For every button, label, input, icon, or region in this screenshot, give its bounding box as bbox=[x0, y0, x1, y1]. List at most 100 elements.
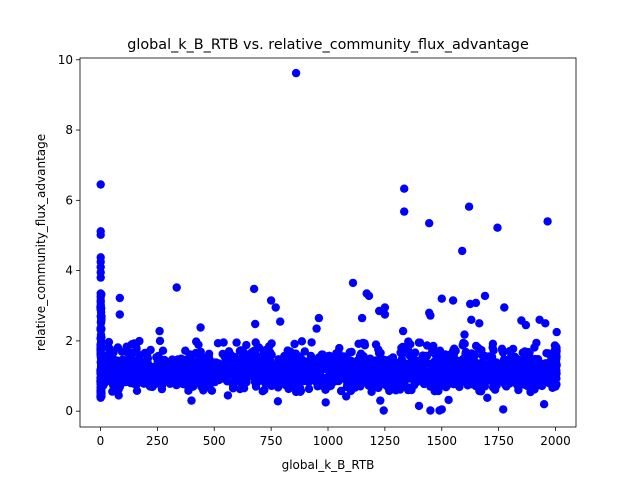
data-point bbox=[455, 382, 464, 392]
data-point bbox=[118, 378, 127, 387]
data-point bbox=[350, 378, 359, 388]
data-point bbox=[404, 337, 413, 346]
data-point bbox=[474, 379, 483, 389]
data-point bbox=[458, 246, 467, 256]
data-point bbox=[108, 387, 117, 396]
data-point bbox=[316, 355, 325, 364]
data-point bbox=[419, 351, 428, 361]
x-axis-label: global_k_B_RTB bbox=[282, 458, 375, 472]
data-point bbox=[276, 317, 285, 326]
data-point bbox=[251, 382, 261, 391]
data-point bbox=[290, 339, 299, 349]
data-point bbox=[508, 344, 518, 354]
data-point bbox=[271, 303, 280, 312]
data-point bbox=[361, 371, 370, 380]
data-point bbox=[177, 364, 186, 373]
data-point bbox=[224, 357, 234, 366]
y-tick-label: 8 bbox=[65, 123, 73, 137]
x-axis-ticks: 0 250 500 750 1000 1250 1500 1750 2000 bbox=[97, 427, 571, 448]
x-tick-label: 1000 bbox=[313, 434, 344, 448]
data-point bbox=[435, 346, 445, 355]
data-point bbox=[551, 352, 560, 361]
data-point bbox=[279, 379, 288, 388]
data-point bbox=[404, 365, 413, 374]
data-point bbox=[135, 354, 144, 363]
data-point bbox=[285, 368, 294, 377]
y-tick-label: 2 bbox=[65, 334, 73, 348]
x-tick-label: 1250 bbox=[370, 434, 401, 448]
data-point bbox=[160, 362, 169, 371]
data-point bbox=[314, 313, 324, 323]
data-point bbox=[122, 342, 131, 351]
data-point bbox=[520, 347, 530, 356]
data-point bbox=[96, 364, 106, 373]
data-point bbox=[530, 343, 539, 352]
data-point bbox=[386, 381, 396, 390]
data-point bbox=[406, 384, 416, 394]
data-point bbox=[155, 326, 164, 336]
data-point bbox=[109, 363, 119, 373]
data-point bbox=[258, 368, 267, 377]
data-point bbox=[460, 330, 469, 339]
data-point bbox=[485, 376, 494, 385]
data-point bbox=[394, 368, 404, 377]
data-point bbox=[312, 324, 321, 333]
data-point bbox=[146, 381, 155, 390]
data-point bbox=[457, 372, 466, 382]
data-point bbox=[444, 395, 453, 405]
data-point bbox=[368, 373, 377, 382]
data-point bbox=[425, 219, 434, 228]
data-point bbox=[400, 184, 409, 193]
data-point bbox=[264, 351, 273, 360]
data-point bbox=[437, 294, 446, 303]
data-point bbox=[96, 305, 105, 314]
data-point bbox=[331, 365, 341, 375]
data-point bbox=[96, 312, 105, 321]
data-point bbox=[172, 283, 181, 292]
data-point bbox=[268, 376, 277, 386]
data-point bbox=[181, 346, 190, 355]
data-point bbox=[348, 278, 358, 288]
data-point bbox=[196, 323, 205, 332]
data-point bbox=[115, 293, 125, 303]
chart-title: global_k_B_RTB vs. relative_community_fl… bbox=[127, 37, 529, 53]
x-tick-label: 1750 bbox=[483, 434, 514, 448]
data-point bbox=[160, 355, 169, 365]
data-point bbox=[316, 366, 326, 375]
data-point bbox=[472, 366, 482, 375]
data-point bbox=[524, 361, 534, 371]
data-point bbox=[283, 346, 292, 355]
data-point bbox=[464, 352, 473, 362]
data-point bbox=[357, 313, 367, 323]
data-point bbox=[312, 372, 321, 382]
data-point bbox=[374, 372, 383, 381]
data-point bbox=[249, 284, 259, 294]
data-point bbox=[218, 349, 227, 359]
data-point bbox=[342, 382, 352, 392]
data-point bbox=[441, 383, 451, 392]
data-point bbox=[488, 383, 498, 392]
data-point bbox=[261, 379, 270, 388]
data-point bbox=[505, 379, 514, 388]
data-point bbox=[232, 338, 241, 347]
data-point bbox=[398, 326, 408, 336]
data-point bbox=[293, 367, 303, 376]
data-point bbox=[408, 351, 417, 361]
data-point bbox=[182, 357, 191, 366]
data-point bbox=[342, 392, 351, 401]
data-point bbox=[410, 377, 419, 387]
data-point bbox=[228, 384, 238, 393]
data-point bbox=[428, 345, 437, 355]
y-tick-label: 4 bbox=[65, 264, 73, 278]
data-point bbox=[448, 296, 458, 305]
data-point bbox=[360, 341, 370, 350]
data-point bbox=[174, 377, 183, 386]
data-point bbox=[291, 68, 301, 78]
data-point bbox=[97, 333, 106, 342]
data-point bbox=[266, 365, 276, 375]
data-point bbox=[155, 336, 165, 346]
data-point bbox=[239, 347, 248, 356]
data-point bbox=[242, 377, 251, 387]
data-point bbox=[304, 384, 314, 394]
data-point bbox=[324, 382, 333, 391]
